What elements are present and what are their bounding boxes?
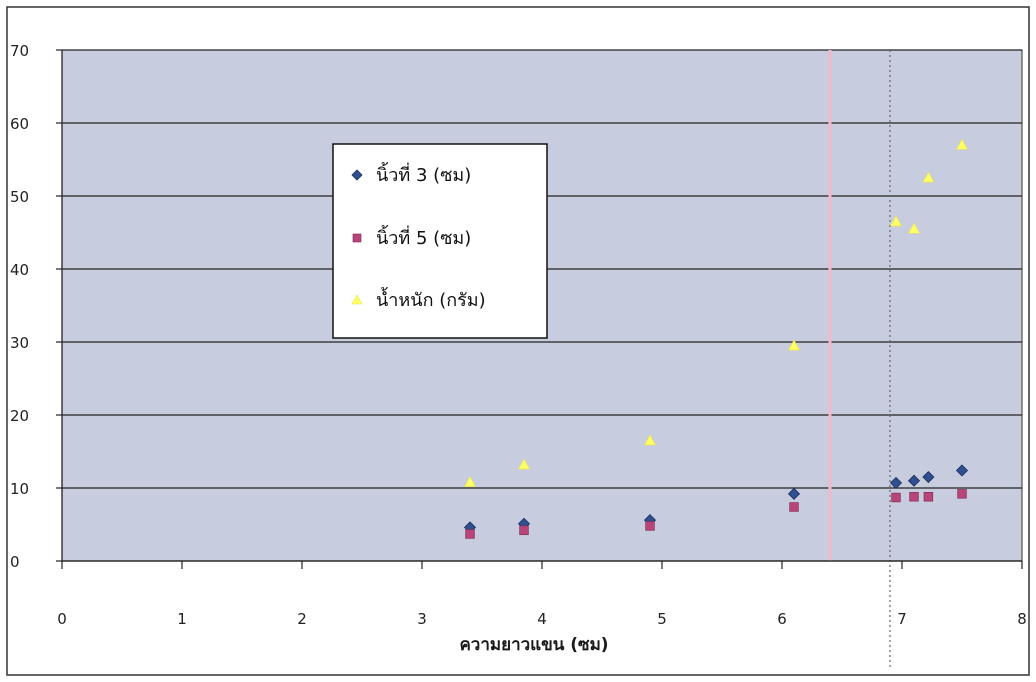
x-tick-label-2: 2 xyxy=(297,610,307,628)
x-axis-label: ความยาวแขน (ซม) xyxy=(459,635,608,655)
series-3 xyxy=(463,138,969,487)
data-point-s1-6 xyxy=(922,470,935,484)
data-point-s1-7 xyxy=(955,464,969,477)
data-point-s2-0 xyxy=(465,529,475,539)
x-tick-label-0: 0 xyxy=(57,610,67,628)
legend: นิ้วที่ 3 (ซม) นิ้วที่ 5 (ซม) น้ำหนัก (กรั… xyxy=(332,143,548,339)
data-point-s3-3 xyxy=(787,339,801,351)
y-tick-label-5: 50 xyxy=(10,188,29,206)
data-point-s3-4 xyxy=(889,215,903,227)
x-tick-label-1: 1 xyxy=(177,610,187,628)
y-tick-label-0: 0 xyxy=(10,553,20,571)
data-point-s2-2 xyxy=(645,521,655,531)
x-tick-label-3: 3 xyxy=(417,610,427,628)
data-point-s2-4 xyxy=(891,492,901,503)
legend-item-2: นิ้วที่ 5 (ซม) xyxy=(352,225,471,249)
legend-items: นิ้วที่ 3 (ซม) นิ้วที่ 5 (ซม) น้ำหนัก (กรั… xyxy=(351,162,486,311)
legend-label-2: นิ้วที่ 5 (ซม) xyxy=(376,225,471,249)
y-tick-label-7: 70 xyxy=(10,42,29,60)
x-tick-label-6: 6 xyxy=(777,610,787,628)
legend-marker-3 xyxy=(351,294,363,305)
y-tick-label-3: 30 xyxy=(10,334,29,352)
legend-label-1: นิ้วที่ 3 (ซม) xyxy=(376,162,471,186)
data-point-s1-4 xyxy=(889,476,903,489)
axes xyxy=(56,49,1023,569)
data-point-s2-1 xyxy=(519,525,529,536)
y-tick-label-4: 40 xyxy=(10,261,29,279)
y-tick-label-2: 20 xyxy=(10,407,29,425)
legend-item-1: นิ้วที่ 3 (ซม) xyxy=(351,162,471,186)
x-tick-label-7: 7 xyxy=(897,610,907,628)
data-point-s3-5 xyxy=(907,222,921,234)
tick-labels: 0 1 2 3 4 5 6 7 8 0 10 20 30 40 50 60 70 xyxy=(10,42,1027,628)
data-point-s2-3 xyxy=(789,502,799,512)
data-point-s2-5 xyxy=(909,492,919,502)
legend-label-3: น้ำหนัก (กรัม) xyxy=(376,287,486,311)
legend-marker-1 xyxy=(351,169,363,181)
data-points xyxy=(463,138,969,539)
legend-box xyxy=(332,143,548,339)
series-2 xyxy=(465,489,967,539)
legend-marker-2 xyxy=(352,233,362,243)
data-point-s1-3 xyxy=(787,487,801,500)
y-tick-label-6: 60 xyxy=(10,115,29,133)
legend-item-3: น้ำหนัก (กรัม) xyxy=(351,287,486,311)
data-point-s3-7 xyxy=(955,138,969,150)
x-tick-label-5: 5 xyxy=(657,610,667,628)
data-point-s1-5 xyxy=(907,474,921,487)
x-tick-label-4: 4 xyxy=(537,610,547,628)
reference-lines xyxy=(828,50,891,668)
data-point-s2-7 xyxy=(957,489,967,499)
y-tick-label-1: 10 xyxy=(10,480,29,498)
x-tick-label-8: 8 xyxy=(1017,610,1027,628)
data-point-s3-2 xyxy=(643,434,657,446)
data-point-s3-0 xyxy=(463,476,477,487)
data-point-s3-6 xyxy=(922,171,935,183)
data-point-s2-6 xyxy=(923,492,934,502)
data-point-s3-1 xyxy=(517,458,531,470)
